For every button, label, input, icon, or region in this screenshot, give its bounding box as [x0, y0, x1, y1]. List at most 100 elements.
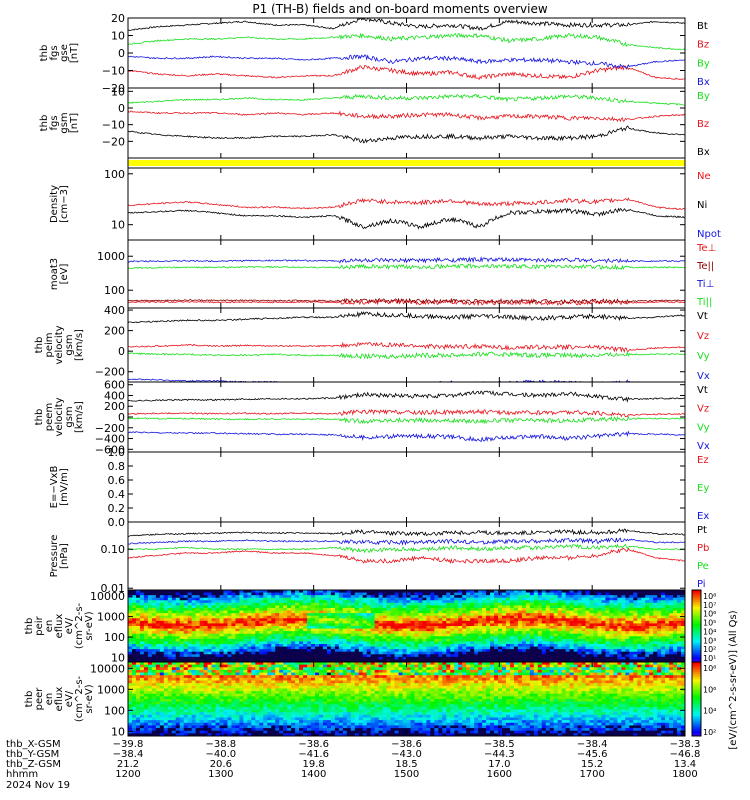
heatmap-cell	[307, 620, 312, 624]
heatmap-cell	[585, 672, 590, 676]
heatmap-cell	[593, 623, 598, 627]
heatmap-cell	[175, 605, 181, 609]
heatmap-cell	[669, 602, 674, 606]
heatmap-cell	[410, 662, 415, 666]
heatmap-cell	[426, 610, 431, 614]
heatmap-cell	[227, 672, 232, 676]
heatmap-cell	[251, 613, 256, 617]
heatmap-cell	[283, 669, 288, 673]
heatmap-cell	[295, 592, 300, 596]
heatmap-cell	[322, 597, 328, 601]
heatmap-cell	[223, 667, 228, 671]
heatmap-cell	[255, 636, 260, 640]
heatmap-cell	[382, 610, 388, 614]
heatmap-cell	[243, 615, 248, 619]
heatmap-cell	[390, 628, 395, 632]
heatmap-cell	[354, 633, 360, 637]
heatmap-cell	[653, 664, 658, 668]
heatmap-cell	[593, 662, 598, 666]
heatmap-cell	[649, 633, 654, 637]
heatmap-cell	[585, 646, 590, 650]
heatmap-cell	[609, 623, 614, 627]
heatmap-cell	[203, 628, 208, 632]
heatmap-cell	[653, 600, 658, 604]
heatmap-cell	[601, 664, 606, 668]
heatmap-cell	[434, 605, 439, 609]
heatmap-cell	[131, 633, 137, 637]
heatmap-cell	[597, 646, 602, 650]
heatmap-cell	[211, 651, 216, 655]
heatmap-cell	[585, 626, 590, 629]
heatmap-cell	[139, 672, 145, 676]
heatmap-cell	[338, 613, 344, 617]
heatmap-cell	[322, 631, 328, 635]
heatmap-cell	[279, 605, 284, 609]
heatmap-cell	[219, 675, 224, 679]
heatmap-cell	[553, 644, 559, 647]
heatmap-cell	[513, 623, 519, 627]
heatmap-cell	[589, 618, 594, 622]
heatmap-cell	[322, 636, 328, 640]
heatmap-cell	[366, 636, 372, 640]
heatmap-cell	[517, 662, 523, 666]
heatmap-cell	[314, 613, 320, 617]
heatmap-cell	[430, 672, 435, 676]
heatmap-cell	[171, 662, 177, 666]
heatmap-cell	[545, 610, 551, 614]
heatmap-cell	[207, 646, 212, 650]
heatmap-cell	[541, 641, 547, 645]
heatmap-cell	[167, 605, 173, 609]
heatmap-cell	[645, 602, 650, 606]
heatmap-cell	[131, 602, 137, 606]
heatmap-cell	[183, 659, 189, 663]
heatmap-cell	[211, 664, 216, 668]
heatmap-cell	[462, 600, 467, 604]
heatmap-cell	[545, 646, 551, 650]
heatmap-cell	[486, 590, 491, 593]
series-line-Ni	[127, 207, 686, 230]
heatmap-cell	[235, 608, 240, 611]
heatmap-cell	[287, 664, 292, 668]
heatmap-cell	[326, 597, 332, 601]
heatmap-cell	[275, 631, 280, 635]
heatmap-cell	[283, 654, 288, 658]
heatmap-cell	[669, 667, 674, 671]
heatmap-cell	[589, 669, 594, 673]
heatmap-cell	[227, 659, 232, 663]
heatmap-cell	[633, 672, 638, 676]
heatmap-cell	[446, 654, 451, 658]
heatmap-cell	[613, 597, 618, 601]
heatmap-cell	[541, 602, 547, 606]
heatmap-cell	[394, 664, 399, 668]
heatmap-cell	[287, 613, 292, 617]
heatmap-cell	[470, 615, 475, 619]
heatmap-cell	[645, 654, 650, 658]
heatmap-cell	[203, 595, 208, 599]
heatmap-cell	[243, 654, 248, 658]
heatmap-cell	[677, 613, 682, 617]
heatmap-cell	[191, 610, 197, 614]
heatmap-cell	[358, 597, 364, 601]
heatmap-cell	[669, 669, 674, 673]
heatmap-cell	[147, 638, 153, 642]
heatmap-cell	[569, 644, 574, 647]
heatmap-cell	[661, 597, 666, 601]
heatmap-cell	[283, 597, 288, 601]
heatmap-cell	[167, 667, 173, 671]
heatmap-cell	[215, 620, 220, 624]
heatmap-cell	[430, 667, 435, 671]
heatmap-cell	[295, 618, 300, 622]
heatmap-cell	[147, 610, 153, 614]
heatmap-cell	[382, 600, 388, 604]
heatmap-cell	[529, 605, 535, 609]
heatmap-cell	[203, 651, 208, 655]
heatmap-cell	[458, 654, 463, 658]
heatmap-cell	[565, 672, 571, 676]
heatmap-cell	[414, 626, 419, 629]
heatmap-cell	[171, 654, 177, 658]
heatmap-cell	[498, 654, 503, 658]
heatmap-cell	[171, 675, 177, 679]
heatmap-cell	[338, 608, 344, 611]
heatmap-cell	[513, 618, 519, 622]
heatmap-cell	[211, 610, 216, 614]
